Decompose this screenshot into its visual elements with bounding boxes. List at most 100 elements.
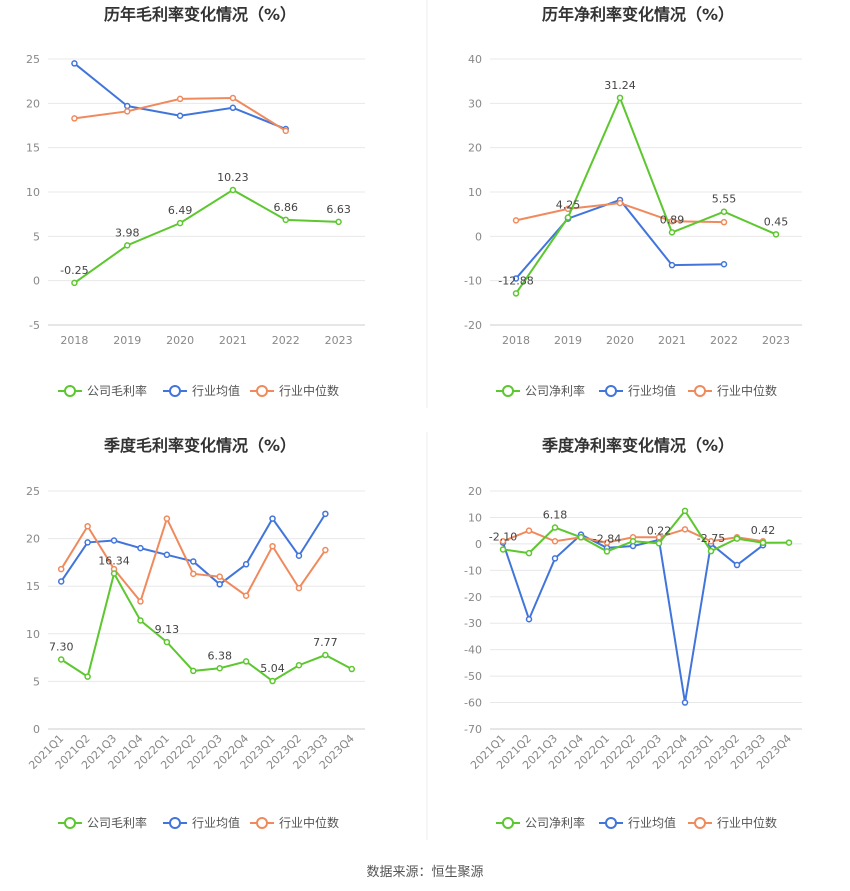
data-point-company (269, 677, 276, 685)
data-point-industry-avg (512, 275, 520, 282)
y-tick-label: 20 (468, 142, 482, 155)
data-point-company (71, 279, 78, 287)
data-label: -0.25 (60, 264, 88, 277)
legend-marker (694, 385, 706, 397)
x-tick-label: 2022 (272, 334, 300, 347)
legend-item-company[interactable]: 公司净利率 (496, 383, 585, 398)
data-point-company (707, 547, 715, 555)
data-point-industry-avg (137, 544, 144, 552)
data-point-company (512, 290, 520, 297)
legend-marker (605, 385, 617, 397)
legend-item-company[interactable]: 公司净利率 (496, 815, 585, 830)
legend-label: 行业中位数 (279, 815, 339, 830)
data-point-industry-median (57, 565, 65, 573)
data-point-industry-avg (216, 581, 223, 588)
data-point-industry-median (512, 217, 520, 224)
legend-marker (502, 817, 514, 829)
legend-label: 行业中位数 (279, 383, 339, 398)
y-tick-label: 20 (26, 533, 40, 546)
y-tick-label: -20 (464, 319, 482, 332)
data-point-company (335, 218, 342, 226)
y-tick-label: 25 (26, 485, 40, 498)
data-label: 6.86 (274, 201, 299, 214)
data-point-industry-median (216, 573, 223, 580)
x-tick-label: 2023 (325, 334, 353, 347)
data-point-industry-avg (269, 515, 276, 522)
legend-item-industry-median[interactable]: 行业中位数 (250, 383, 339, 398)
data-point-industry-avg (720, 261, 728, 268)
data-point-company (84, 673, 91, 680)
chart-title: 季度净利率变化情况（%） (541, 436, 734, 455)
data-point-company (242, 658, 250, 665)
data-point-industry-median (322, 546, 329, 554)
y-tick-label: -5 (29, 319, 40, 332)
chart-annual-gross: 历年毛利率变化情况（%） -5 0 5 10 15 20 25 2018 2019 2020 2021… (26, 5, 365, 398)
legend-item-industry-median[interactable]: 行业中位数 (250, 815, 339, 830)
x-tick-label: 2021 (219, 334, 247, 347)
y-tick-label: 15 (26, 580, 40, 593)
data-point-industry-avg (124, 102, 131, 110)
data-point-industry-median (564, 205, 572, 213)
y-tick-label: 20 (26, 97, 40, 110)
x-tick-label: 2020 (606, 334, 634, 347)
data-point-company (499, 546, 507, 553)
data-point-industry-median (71, 115, 78, 122)
data-point-industry-avg (110, 537, 118, 544)
legend-item-industry-avg[interactable]: 行业均值 (599, 383, 676, 398)
y-tick-label: -10 (464, 275, 482, 288)
legend-item-company[interactable]: 公司毛利率 (58, 383, 147, 398)
y-tick-label: 30 (468, 97, 482, 110)
data-label: 0.45 (764, 215, 789, 228)
legend-marker (256, 817, 268, 829)
data-point-industry-avg (295, 552, 303, 559)
data-point-industry-avg (84, 539, 91, 546)
data-point-industry-median (176, 95, 184, 103)
data-label: 0.42 (751, 524, 776, 537)
data-point-industry-median (668, 218, 676, 225)
data-point-company (564, 214, 572, 221)
data-point-industry-median (242, 592, 250, 599)
legend-item-industry-avg[interactable]: 行业均值 (599, 815, 676, 830)
data-point-industry-median (137, 598, 144, 605)
series-line-company (73, 188, 339, 284)
data-point-industry-median (84, 522, 91, 530)
data-point-industry-avg (229, 104, 237, 112)
legend-label: 公司毛利率 (87, 383, 147, 398)
data-point-industry-avg (322, 510, 329, 518)
data-point-industry-median (525, 527, 533, 534)
data-label: 0.22 (647, 524, 672, 537)
data-point-company (733, 535, 741, 542)
y-tick-label: 0 (475, 230, 482, 243)
data-label: 5.04 (260, 662, 285, 675)
data-label: 5.55 (712, 193, 737, 206)
chart-quarterly-gross: 季度毛利率变化情况（%）05101520252021Q12021Q22021Q3… (26, 436, 365, 830)
x-tick-label: 2019 (113, 334, 141, 347)
data-point-industry-avg (242, 561, 250, 568)
data-point-company (176, 219, 184, 227)
data-point-industry-median (616, 199, 624, 207)
data-point-company (229, 186, 237, 194)
legend-item-company[interactable]: 公司毛利率 (58, 815, 147, 830)
data-point-company (110, 570, 118, 577)
legend-item-industry-avg[interactable]: 行业均值 (163, 815, 240, 830)
series-line-industry-avg (502, 533, 764, 703)
legend-marker (64, 385, 76, 397)
legend-item-industry-median[interactable]: 行业中位数 (688, 815, 777, 830)
data-point-industry-avg (190, 558, 197, 565)
data-label: 3.98 (115, 226, 140, 239)
data-point-company (759, 539, 767, 547)
data-label: 7.77 (313, 636, 338, 649)
data-point-company (525, 549, 533, 557)
legend-item-industry-avg[interactable]: 行业均值 (163, 383, 240, 398)
data-label: 6.63 (326, 203, 351, 216)
data-label: 31.24 (604, 79, 636, 92)
legend-item-industry-median[interactable]: 行业中位数 (688, 383, 777, 398)
data-point-company (551, 524, 559, 531)
data-point-company (668, 229, 676, 236)
data-point-company (772, 231, 780, 238)
data-point-company (577, 534, 585, 541)
data-point-company (57, 656, 65, 663)
data-point-company (720, 208, 728, 215)
data-point-company (603, 548, 611, 555)
y-tick-label: -30 (464, 617, 482, 630)
